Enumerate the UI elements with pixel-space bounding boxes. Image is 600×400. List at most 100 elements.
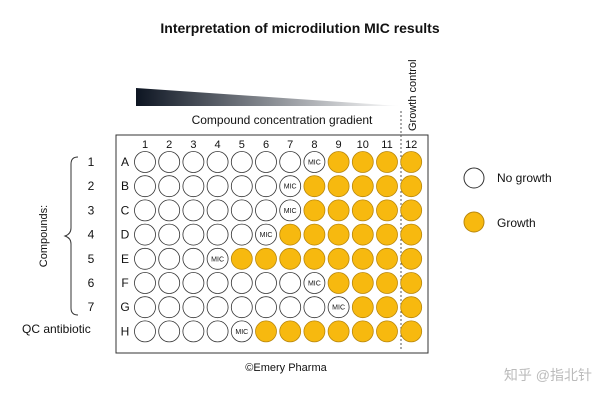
well-growth [400, 223, 423, 246]
well-growth [351, 151, 374, 173]
well-no-growth [182, 296, 205, 319]
legend-no-growth-swatch [463, 167, 485, 189]
well-no-growth [279, 151, 302, 173]
well-no-growth [158, 272, 181, 294]
well-no-growth [255, 272, 277, 294]
column-headers: 1 2 3 4 5 6 7 8 9 10 11 12 [142, 139, 417, 151]
well-mic [255, 223, 277, 246]
well-growth [327, 151, 350, 173]
well-growth [279, 247, 302, 270]
well-growth [376, 223, 398, 246]
well-growth [255, 247, 277, 270]
well-no-growth [158, 151, 181, 173]
well-no-growth [134, 199, 156, 222]
compounds-label: Compounds: [38, 205, 50, 267]
well-no-growth [158, 247, 181, 270]
well-growth [327, 199, 350, 222]
plate-outline [115, 134, 429, 354]
well-no-growth [134, 296, 156, 319]
well-no-growth [206, 151, 229, 173]
well-no-growth [206, 199, 229, 222]
well-growth [230, 247, 253, 270]
well-growth [400, 247, 423, 270]
well-growth [376, 320, 398, 343]
row-letter: F [121, 276, 128, 290]
well-growth [351, 296, 374, 319]
well-no-growth [230, 151, 253, 173]
well-no-growth [182, 247, 205, 270]
well-no-growth [182, 151, 205, 173]
well-no-growth [255, 151, 277, 173]
well-growth [376, 151, 398, 173]
well-no-growth [230, 175, 253, 198]
well-growth [400, 272, 423, 294]
column-header: 10 [357, 139, 369, 151]
well-growth [400, 175, 423, 198]
well-grid: MIC MIC MIC MIC MIC MIC MIC MIC [134, 151, 423, 343]
well-growth [327, 223, 350, 246]
well-growth [400, 296, 423, 319]
row-letter: A [121, 155, 129, 169]
well-no-growth [158, 296, 181, 319]
well-no-growth [182, 320, 205, 343]
compound-number: 5 [88, 252, 95, 266]
well-no-growth [158, 223, 181, 246]
well-no-growth [303, 296, 326, 319]
compound-number: 2 [88, 179, 95, 193]
well-mic [230, 320, 253, 343]
well-no-growth [134, 247, 156, 270]
well-no-growth [158, 199, 181, 222]
well-growth [303, 175, 326, 198]
well-growth [376, 199, 398, 222]
well-growth [400, 151, 423, 173]
well-growth [327, 272, 350, 294]
qc-antibiotic-label: QC antibiotic [22, 322, 91, 336]
well-mic [279, 199, 302, 222]
compound-number: 1 [88, 155, 95, 169]
well-growth [303, 320, 326, 343]
well-growth [376, 272, 398, 294]
column-header: 6 [263, 139, 269, 151]
figure-title: Interpretation of microdilution MIC resu… [160, 20, 439, 36]
row-letter: B [121, 179, 129, 193]
mic-label: MIC [235, 329, 248, 336]
well-no-growth [230, 199, 253, 222]
well-no-growth [134, 175, 156, 198]
mic-label: MIC [332, 305, 345, 312]
mic-label: MIC [260, 232, 273, 239]
well-no-growth [230, 272, 253, 294]
compounds-bracket [63, 156, 79, 316]
mic-label: MIC [211, 256, 224, 263]
column-header: 7 [287, 139, 293, 151]
row-letter: E [121, 252, 129, 266]
well-growth [351, 272, 374, 294]
well-no-growth [255, 296, 277, 319]
concentration-gradient-wedge [136, 88, 400, 106]
column-header: 11 [381, 139, 392, 151]
column-header: 12 [405, 139, 417, 151]
compound-numbers: 1 2 3 4 5 6 7 [88, 155, 95, 314]
credit-text: ©Emery Pharma [245, 362, 327, 374]
watermark-text: 知乎 @指北针 [504, 367, 592, 383]
well-no-growth [182, 223, 205, 246]
mic-label: MIC [284, 184, 297, 191]
gradient-label: Compound concentration gradient [192, 113, 373, 127]
well-no-growth [182, 199, 205, 222]
row-letter: C [121, 203, 130, 217]
well-no-growth [134, 151, 156, 173]
compound-number: 7 [88, 300, 95, 314]
well-no-growth [182, 272, 205, 294]
compound-number: 3 [88, 203, 95, 217]
column-header: 8 [311, 139, 317, 151]
well-no-growth [279, 272, 302, 294]
well-growth [279, 223, 302, 246]
well-no-growth [158, 320, 181, 343]
row-letter: D [121, 228, 130, 242]
column-header: 3 [190, 139, 196, 151]
row-letter: H [121, 324, 130, 338]
well-growth [351, 175, 374, 198]
well-growth [255, 320, 277, 343]
well-growth [351, 199, 374, 222]
column-header: 9 [336, 139, 342, 151]
